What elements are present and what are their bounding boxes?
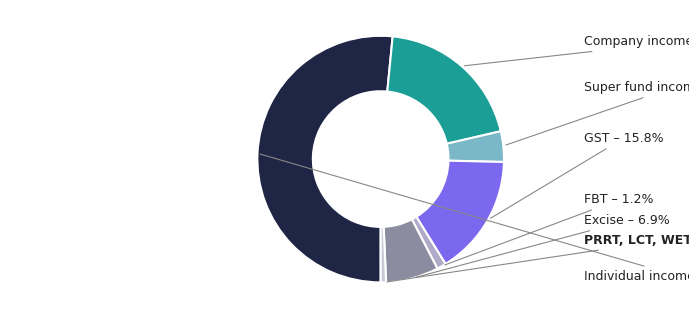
Wedge shape [381, 227, 386, 282]
Text: GST – 15.8%: GST – 15.8% [491, 132, 664, 218]
Text: Company income tax – 19.8%: Company income tax – 19.8% [464, 35, 689, 66]
Text: FBT – 1.2%: FBT – 1.2% [444, 193, 654, 265]
Wedge shape [258, 36, 393, 282]
Wedge shape [412, 217, 446, 269]
Text: Individual income tax – 51.5%: Individual income tax – 51.5% [260, 154, 689, 283]
Text: Super fund income tax – 4%: Super fund income tax – 4% [506, 81, 689, 145]
Text: PRRT, LCT, WET – 0.7%: PRRT, LCT, WET – 0.7% [387, 234, 689, 282]
Wedge shape [387, 36, 501, 144]
Wedge shape [446, 131, 504, 162]
Wedge shape [384, 219, 438, 282]
Wedge shape [416, 161, 504, 264]
Text: Excise – 6.9%: Excise – 6.9% [416, 214, 670, 277]
